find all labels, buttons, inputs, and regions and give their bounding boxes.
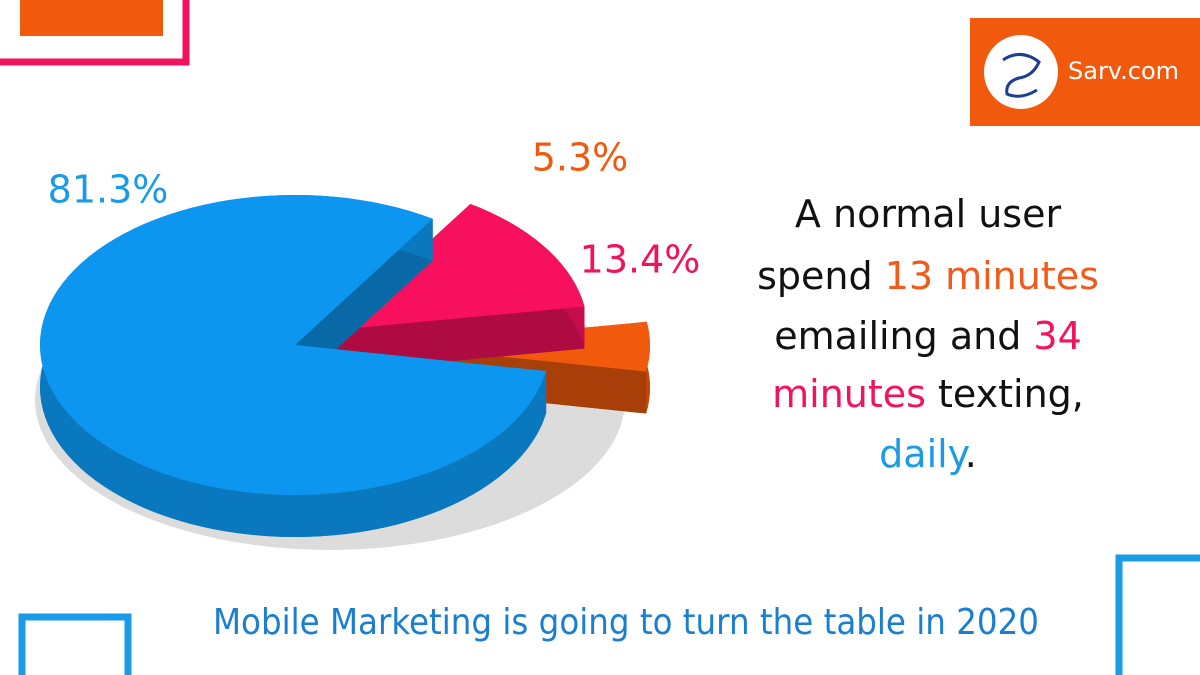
statement-text: . xyxy=(965,432,977,476)
statement-text: texting, xyxy=(926,372,1084,416)
statement-text: emailing and xyxy=(774,314,1033,358)
statement-line: spend 13 minutes xyxy=(757,254,1099,298)
corner-frame xyxy=(18,613,132,675)
statement-highlight: 13 minutes xyxy=(885,254,1099,298)
statement: A normal user spend 13 minutes emailing … xyxy=(757,192,1099,476)
value-label: 13.4% xyxy=(580,238,701,282)
statement-highlight: minutes xyxy=(772,372,926,416)
pie-slice xyxy=(40,195,547,495)
statement-line: daily. xyxy=(879,432,977,476)
statement-line: emailing and 34 xyxy=(774,314,1082,358)
corner-block xyxy=(20,0,163,36)
brand-name: Sarv.com xyxy=(1068,57,1179,85)
pie-chart xyxy=(40,195,650,537)
logo-mark xyxy=(1002,53,1041,98)
slice-group xyxy=(40,195,547,537)
statement-text: spend xyxy=(757,254,885,298)
corner-frame xyxy=(0,0,190,66)
slice-wall xyxy=(295,218,433,387)
value-label: 81.3% xyxy=(48,168,169,212)
statement-highlight: 34 xyxy=(1033,314,1081,358)
statement-text: A normal user xyxy=(795,192,1062,236)
statement-line: A normal user xyxy=(795,192,1062,236)
pie-slice xyxy=(332,203,585,331)
statement-line: minutes texting, xyxy=(772,372,1084,416)
logo-circle xyxy=(984,35,1058,109)
value-label: 5.3% xyxy=(532,136,629,180)
logo: Sarv.com xyxy=(970,18,1200,126)
corner-frame xyxy=(1115,554,1200,675)
statement-highlight: daily xyxy=(879,432,970,476)
footer: Mobile Marketing is going to turn the ta… xyxy=(213,602,1039,643)
